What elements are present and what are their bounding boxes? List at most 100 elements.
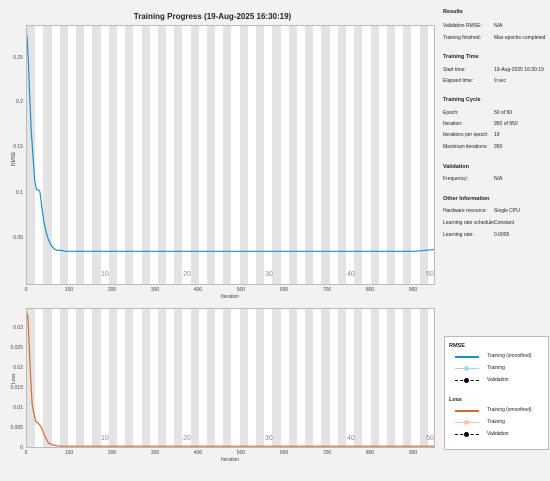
epoch-stripe	[125, 309, 134, 447]
epoch-stripe	[174, 26, 183, 284]
y-tick-label: 0	[20, 445, 23, 451]
info-value: N/A	[494, 176, 503, 182]
epoch-stripe	[256, 26, 265, 284]
legend-label: Validation	[487, 377, 509, 383]
epoch-stripe	[386, 26, 396, 284]
info-value: Max epochs completed	[494, 35, 546, 41]
circle-marker-icon	[464, 378, 469, 383]
training-cycle-heading: Training Cycle	[443, 97, 481, 103]
epoch-label: 50	[426, 435, 434, 442]
epoch-stripe	[321, 309, 330, 447]
epoch-label: 40	[347, 271, 355, 278]
legend-rmse-validation: Validation	[449, 377, 545, 385]
epoch-label: 30	[265, 271, 273, 278]
legend-label: Training (smoothed)	[487, 407, 532, 413]
y-tick-label: 0.02	[13, 365, 23, 371]
y-tick-label: 0.15	[13, 144, 23, 150]
epoch-stripe	[141, 309, 150, 447]
loss-plot-area[interactable]: 10 20 30 40 50	[26, 308, 435, 448]
x-tick-label: 0	[24, 450, 28, 456]
epoch-stripe	[59, 309, 68, 447]
x-tick-label: 600	[279, 287, 289, 293]
results-heading: Results	[443, 9, 463, 15]
y-tick-label: 0.2	[16, 99, 23, 105]
info-value: 0.0005	[494, 232, 510, 238]
epoch-stripe	[206, 26, 216, 284]
epoch-stripe	[272, 26, 281, 284]
x-tick-label: 700	[322, 450, 332, 456]
epoch-stripe	[321, 26, 330, 284]
rmse-plot-area[interactable]: 10 20 30 40 50	[26, 25, 435, 285]
x-tick-label: 900	[408, 450, 418, 456]
epoch-stripe	[190, 309, 199, 447]
x-tick-label: 900	[408, 287, 418, 293]
epoch-stripe	[288, 309, 297, 447]
epoch-stripe	[223, 26, 232, 284]
epoch-stripe	[125, 26, 134, 284]
info-key: Learning rate:	[443, 232, 474, 238]
epoch-label: 50	[426, 271, 434, 278]
legend-loss-training: Training	[449, 419, 545, 427]
y-tick-label: 0.05	[13, 235, 23, 241]
epoch-stripe	[59, 26, 68, 284]
epoch-stripe	[27, 26, 36, 284]
epoch-label: 30	[265, 435, 273, 442]
training-info-panel: Results Validation RMSE: N/A Training fi…	[441, 0, 550, 260]
x-tick-label: 300	[150, 450, 160, 456]
epoch-stripe	[190, 26, 199, 284]
legend-rmse-training: Training	[449, 365, 545, 373]
epoch-stripe	[354, 309, 363, 447]
legend-loss-validation: Validation	[449, 431, 545, 439]
epoch-label: 10	[101, 435, 109, 442]
epoch-stripe	[239, 309, 248, 447]
legend-loss-training-smoothed: Training (smoothed)	[449, 407, 545, 415]
info-value: 9 sec	[494, 78, 506, 84]
epoch-stripe	[76, 26, 85, 284]
x-tick-label: 700	[322, 287, 332, 293]
x-tick-label: 200	[107, 287, 117, 293]
rmse-line-chart	[27, 35, 434, 252]
epoch-stripe	[386, 309, 396, 447]
epoch-stripe	[76, 309, 85, 447]
info-key: Start time:	[443, 67, 466, 73]
rmse-x-axis-label: Iteration	[221, 294, 240, 300]
circle-marker-icon	[464, 432, 469, 437]
epoch-stripe	[108, 26, 117, 284]
epoch-stripe	[370, 26, 379, 284]
epoch-stripe	[239, 26, 248, 284]
other-info-heading: Other Information	[443, 196, 490, 202]
rmse-y-axis-label: RMSE	[11, 151, 17, 166]
circle-marker-icon	[464, 420, 469, 425]
info-key: Validation RMSE:	[443, 23, 482, 29]
epoch-stripe	[337, 309, 346, 447]
validation-heading: Validation	[443, 164, 469, 170]
epoch-stripe	[305, 26, 314, 284]
epoch-stripe	[157, 309, 167, 447]
epoch-stripe	[141, 26, 150, 284]
epoch-stripe	[174, 309, 183, 447]
epoch-stripe	[419, 26, 428, 284]
line-swatch-icon	[455, 356, 479, 358]
info-value: N/A	[494, 23, 503, 29]
y-tick-label: 0.25	[13, 55, 23, 61]
loss-y-axis-label: Loss	[11, 373, 17, 384]
y-tick-label: 0.015	[10, 385, 23, 391]
y-tick-label: 0.025	[10, 345, 23, 351]
epoch-label: 20	[183, 271, 191, 278]
epoch-stripe	[354, 26, 363, 284]
info-value: Constant	[494, 220, 515, 226]
line-swatch-icon	[455, 410, 479, 412]
loss-line-chart	[27, 312, 434, 447]
x-tick-label: 0	[24, 287, 28, 293]
info-value: 19	[494, 132, 500, 138]
info-key: Iterations per epoch:	[443, 132, 489, 138]
series-line	[27, 312, 434, 447]
x-tick-label: 100	[64, 287, 74, 293]
info-key: Frequency:	[443, 176, 469, 182]
legend-loss-title: Loss	[449, 397, 462, 403]
x-tick-label: 300	[150, 287, 160, 293]
loss-x-axis-label: Iteration	[221, 457, 240, 463]
epoch-stripe	[92, 26, 101, 284]
epoch-stripe	[157, 26, 167, 284]
epoch-stripe	[256, 309, 265, 447]
